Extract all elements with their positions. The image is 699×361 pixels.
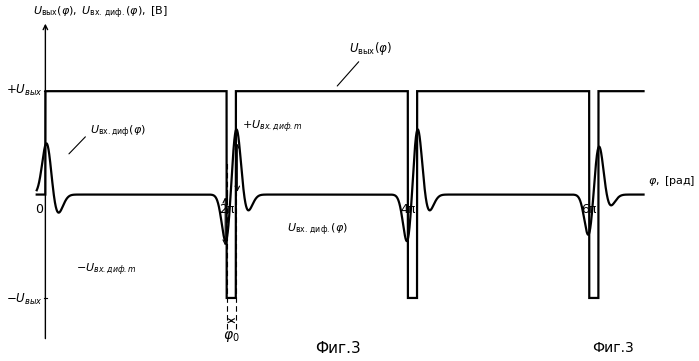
Text: $U_{\mathregular{вх.диф}}(\varphi)$: $U_{\mathregular{вх.диф}}(\varphi)$ [69,124,146,154]
Text: $+U_{\mathregular{вх.диф.m}}$: $+U_{\mathregular{вх.диф.m}}$ [242,118,303,135]
Text: $\varphi_0$: $\varphi_0$ [223,329,240,344]
Text: $U_{\mathregular{вых}}(\varphi),\;U_{\mathregular{вх.\,диф.}}(\varphi),\;[\mathr: $U_{\mathregular{вых}}(\varphi),\;U_{\ma… [34,4,168,21]
Text: Фиг.3: Фиг.3 [315,342,361,356]
Text: $-U_{\mathregular{вх.диф.m}}$: $-U_{\mathregular{вх.диф.m}}$ [75,262,136,278]
Text: $U_{\mathregular{вх.\,диф.}}(\varphi)$: $U_{\mathregular{вх.\,диф.}}(\varphi)$ [287,221,348,238]
Text: $+U_{\mathregular{вых}}$: $+U_{\mathregular{вых}}$ [6,83,43,98]
Text: 6π: 6π [582,203,597,216]
Text: 0: 0 [35,203,43,216]
Text: $U_{\mathregular{вых}}(\varphi)$: $U_{\mathregular{вых}}(\varphi)$ [337,40,392,86]
Text: $-U_{\mathregular{вых}}$: $-U_{\mathregular{вых}}$ [6,291,43,306]
Text: $\varphi,\;[\mathregular{рад}]$: $\varphi,\;[\mathregular{рад}]$ [647,174,695,188]
Text: 4π: 4π [401,203,416,216]
Text: 2π: 2π [219,203,234,216]
Text: Фиг.3: Фиг.3 [592,342,634,355]
